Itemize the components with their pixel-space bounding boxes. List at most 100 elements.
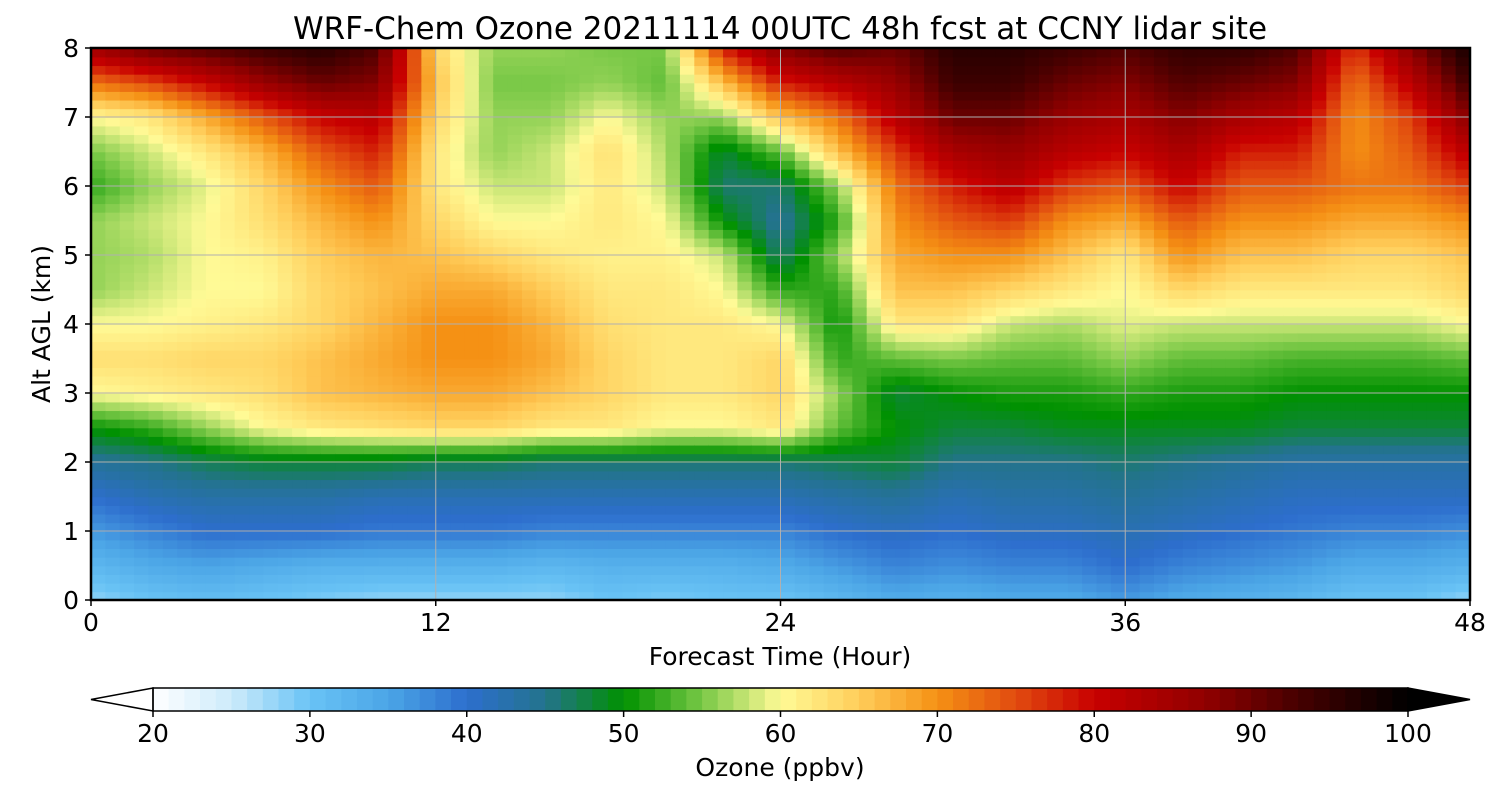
heatmap-cell <box>823 237 839 248</box>
heatmap-cell <box>478 470 495 481</box>
heatmap-cell <box>579 401 595 412</box>
heatmap-cell <box>909 142 925 153</box>
heatmap-cell <box>995 151 1012 161</box>
heatmap-cell <box>1197 487 1213 498</box>
heatmap-cell <box>277 367 293 377</box>
heatmap-cell <box>579 565 595 575</box>
heatmap-cell <box>91 315 107 325</box>
heatmap-cell <box>507 332 523 343</box>
heatmap-cell <box>1024 56 1040 67</box>
heatmap-cell <box>148 134 164 144</box>
heatmap-cell <box>1024 211 1040 222</box>
heatmap-cell <box>679 436 696 446</box>
heatmap-cell <box>1024 349 1040 360</box>
heatmap-cell <box>306 496 322 506</box>
heatmap-cell <box>766 142 782 153</box>
heatmap-cell <box>708 384 724 394</box>
heatmap-cell <box>593 539 609 550</box>
heatmap-cell <box>651 306 667 317</box>
heatmap-cell <box>536 522 552 532</box>
heatmap-cell <box>349 531 365 541</box>
heatmap-cell <box>292 401 308 412</box>
heatmap-cell <box>277 237 293 248</box>
heatmap-cell <box>1067 142 1083 153</box>
heatmap-cell <box>521 324 538 334</box>
heatmap-cell <box>651 91 667 101</box>
heatmap-cell <box>1082 168 1098 179</box>
heatmap-cell <box>493 401 509 412</box>
heatmap-cell <box>895 211 911 222</box>
heatmap-cell <box>608 384 624 394</box>
heatmap-cell <box>679 99 696 110</box>
heatmap-cell <box>794 168 811 179</box>
heatmap-cell <box>1139 418 1155 429</box>
heatmap-cell <box>1182 349 1198 360</box>
heatmap-cell <box>177 56 193 67</box>
heatmap-cell <box>608 160 624 170</box>
heatmap-cell <box>335 574 351 584</box>
heatmap-cell <box>995 436 1012 446</box>
heatmap-cell <box>636 280 653 291</box>
heatmap-cell <box>809 367 825 377</box>
heatmap-cell <box>277 108 293 118</box>
heatmap-cell <box>694 582 710 593</box>
heatmap-cell <box>952 341 969 351</box>
heatmap-cell <box>493 229 509 239</box>
heatmap-cell <box>967 349 983 360</box>
heatmap-cell <box>134 56 150 67</box>
heatmap-cell <box>1053 470 1069 481</box>
heatmap-cell <box>622 453 638 463</box>
heatmap-cell <box>1082 487 1098 498</box>
heatmap-cell <box>895 289 911 299</box>
heatmap-cell <box>478 134 495 144</box>
heatmap-cell <box>521 56 538 67</box>
heatmap-cell <box>895 418 911 429</box>
heatmap-cell <box>565 487 581 498</box>
heatmap-cell <box>1039 289 1055 299</box>
heatmap-cell <box>823 117 839 127</box>
heatmap-cell <box>292 160 308 170</box>
heatmap-cell <box>521 574 538 584</box>
heatmap-cell <box>909 418 925 429</box>
heatmap-cell <box>306 453 322 463</box>
heatmap-cell <box>909 487 925 498</box>
heatmap-cell <box>392 384 408 394</box>
heatmap-cell <box>335 56 351 67</box>
heatmap-cell <box>450 134 466 144</box>
heatmap-cell <box>881 263 897 274</box>
heatmap-cell <box>608 99 624 110</box>
heatmap-cell <box>1197 73 1213 84</box>
heatmap-cell <box>320 358 336 368</box>
heatmap-cell <box>378 436 394 446</box>
heatmap-cell <box>952 315 969 325</box>
heatmap-cell <box>292 220 308 230</box>
heatmap-cell <box>909 410 925 420</box>
heatmap-cell <box>1153 194 1170 205</box>
heatmap-cell <box>1182 531 1198 541</box>
heatmap-cell <box>636 134 653 144</box>
heatmap-cell <box>636 324 653 334</box>
heatmap-cell <box>493 280 509 291</box>
heatmap-cell <box>105 375 121 386</box>
heatmap-cell <box>1039 82 1055 92</box>
heatmap-cell <box>679 410 696 420</box>
heatmap-cell <box>392 393 408 403</box>
heatmap-cell <box>837 177 854 187</box>
heatmap-cell <box>608 289 624 299</box>
heatmap-cell <box>162 73 178 84</box>
heatmap-cell <box>292 73 308 84</box>
heatmap-cell <box>751 142 767 153</box>
heatmap-cell <box>981 108 997 118</box>
heatmap-cell <box>421 272 437 282</box>
heatmap-cell <box>952 168 969 179</box>
heatmap-cell <box>148 177 164 187</box>
heatmap-cell <box>967 289 983 299</box>
heatmap-cell <box>134 134 150 144</box>
heatmap-cell <box>464 505 480 515</box>
heatmap-cell <box>148 479 164 489</box>
heatmap-cell <box>1096 341 1112 351</box>
heatmap-cell <box>1067 177 1083 187</box>
heatmap-cell <box>1168 375 1184 386</box>
heatmap-cell <box>924 505 940 515</box>
heatmap-cell <box>1110 349 1127 360</box>
